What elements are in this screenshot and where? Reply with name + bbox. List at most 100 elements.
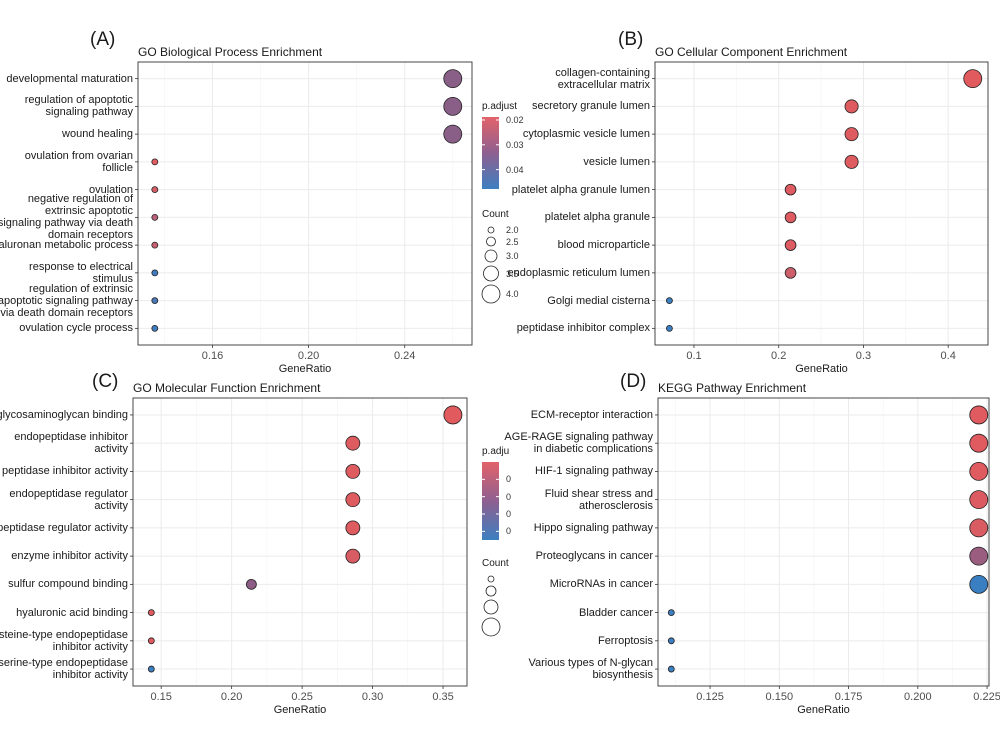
y-tick-label: AGE-RAGE signaling pathway in diabetic c…	[504, 431, 653, 456]
size-legend-label: 2.0	[506, 225, 519, 235]
y-tick-label: glycosaminoglycan binding	[0, 408, 128, 421]
size-legend-key	[481, 284, 501, 304]
y-tick-label: Proteoglycans in cancer	[535, 550, 653, 563]
y-tick-label: wound healing	[62, 128, 133, 141]
dot	[151, 213, 159, 221]
x-tick-label: 0.2	[771, 350, 787, 362]
colorbar-tick-label: 0	[506, 509, 512, 519]
size-legend-label: 4.0	[506, 289, 519, 299]
dot	[147, 609, 155, 616]
y-tick-label: vesicle lumen	[583, 155, 650, 168]
size-legend-label: 2.5	[506, 236, 519, 247]
dot	[147, 637, 155, 645]
x-tick-label: 0.20	[220, 691, 243, 703]
y-tick-label: hyaluronic acid binding	[16, 606, 128, 619]
y-tick-label: regulation of extrinsic apoptotic signal…	[0, 282, 133, 319]
size-legend-key	[483, 265, 499, 282]
colorbar-tick-label: 0	[506, 491, 512, 502]
legend-title: Count	[482, 209, 509, 220]
size-legend-key	[483, 599, 499, 615]
size-legend-key	[487, 575, 495, 583]
y-tick-label: platelet alpha granule	[544, 211, 650, 224]
colorbar-tick-label: 0.02	[506, 114, 524, 125]
colorbar-tick-label: 0	[506, 474, 512, 485]
dot	[147, 665, 155, 673]
colorbar-tick-label: 0.03	[506, 139, 524, 150]
panel-title: GO Cellular Component Enrichment	[655, 45, 848, 59]
dot	[345, 492, 361, 508]
size-legend-key	[484, 249, 498, 263]
x-axis-label: GeneRatio	[278, 363, 332, 375]
dot	[151, 269, 159, 277]
size-legend-label: 3.0	[506, 251, 519, 261]
x-tick-label: 0.4	[940, 350, 956, 362]
x-tick-label: 0.30	[361, 691, 384, 703]
dot	[667, 637, 675, 645]
y-tick-label: response to electrical stimulus	[29, 260, 133, 285]
dot	[844, 154, 859, 169]
y-tick-label: sulfur compound binding	[8, 578, 128, 591]
y-tick-label: hyaluronan metabolic process	[0, 239, 133, 252]
dot	[667, 665, 675, 673]
dot	[969, 490, 989, 510]
y-tick-label: regulation of apoptotic signaling pathwa…	[24, 94, 133, 119]
dot	[784, 211, 797, 224]
colorbar	[482, 462, 499, 540]
dot	[345, 464, 361, 479]
y-tick-label: Bladder cancer	[579, 606, 653, 619]
dot	[345, 548, 361, 564]
plot-border	[654, 61, 989, 346]
y-tick-label: Hippo signaling pathway	[533, 521, 653, 534]
plot-background	[658, 398, 989, 686]
plot-background	[133, 398, 467, 686]
plot-border	[657, 397, 990, 687]
legend-title: p.adjust	[482, 101, 518, 112]
y-tick-label: negative regulation of extrinsic apoptot…	[0, 193, 133, 242]
y-tick-label: blood microparticle	[557, 239, 650, 252]
dot	[443, 405, 463, 425]
y-tick-label: endopeptidase inhibitor activity	[14, 431, 128, 456]
dot	[969, 405, 989, 425]
legend-title: Count	[482, 558, 509, 569]
plot-background	[138, 62, 472, 345]
x-tick-label: 0.3	[855, 350, 872, 362]
y-tick-label: peptidase inhibitor activity	[2, 465, 128, 478]
dot	[151, 241, 159, 249]
dot	[784, 267, 797, 279]
panel-label: (C)	[92, 371, 119, 392]
size-legend-key	[487, 226, 495, 234]
dot	[969, 433, 989, 453]
y-tick-label: platelet alpha granule lumen	[511, 183, 650, 196]
dot	[345, 520, 361, 536]
colorbar	[482, 117, 499, 189]
y-tick-label: HIF-1 signaling pathway	[534, 465, 653, 478]
y-tick-label: ovulation cycle process	[19, 322, 133, 335]
y-tick-label: endoplasmic reticulum lumen	[507, 266, 650, 279]
x-tick-label: 0.35	[432, 691, 454, 703]
legend-title: p.adju	[482, 446, 510, 457]
y-tick-label: Golgi medial cisterna	[547, 294, 650, 307]
y-tick-label: endopeptidase regulator activity	[9, 487, 128, 512]
y-tick-label: cysteine-type endopeptidase inhibitor ac…	[0, 628, 128, 653]
y-tick-label: Ferroptosis	[597, 634, 653, 647]
panel-label: (A)	[90, 29, 116, 50]
dot	[151, 186, 159, 194]
y-tick-label: ovulation from ovarian follicle	[24, 149, 133, 174]
dot	[151, 158, 159, 166]
plot-background	[655, 62, 988, 345]
dot	[844, 99, 859, 114]
dot	[784, 183, 797, 196]
panel-title: GO Biological Process Enrichment	[138, 45, 323, 59]
size-legend-key	[486, 236, 496, 247]
y-tick-label: ovulation	[88, 183, 133, 196]
y-tick-label: collagen-containing extracellular matrix	[555, 66, 650, 91]
dot	[844, 127, 859, 142]
y-tick-label: MicroRNAs in cancer	[549, 578, 653, 591]
plot-border	[137, 61, 473, 346]
x-axis-label: GeneRatio	[273, 704, 327, 716]
y-tick-label: developmental maturation	[6, 72, 133, 85]
panel-label: (D)	[620, 371, 647, 392]
x-axis-label: GeneRatio	[795, 363, 848, 375]
dot	[666, 297, 673, 305]
dot	[345, 435, 361, 451]
